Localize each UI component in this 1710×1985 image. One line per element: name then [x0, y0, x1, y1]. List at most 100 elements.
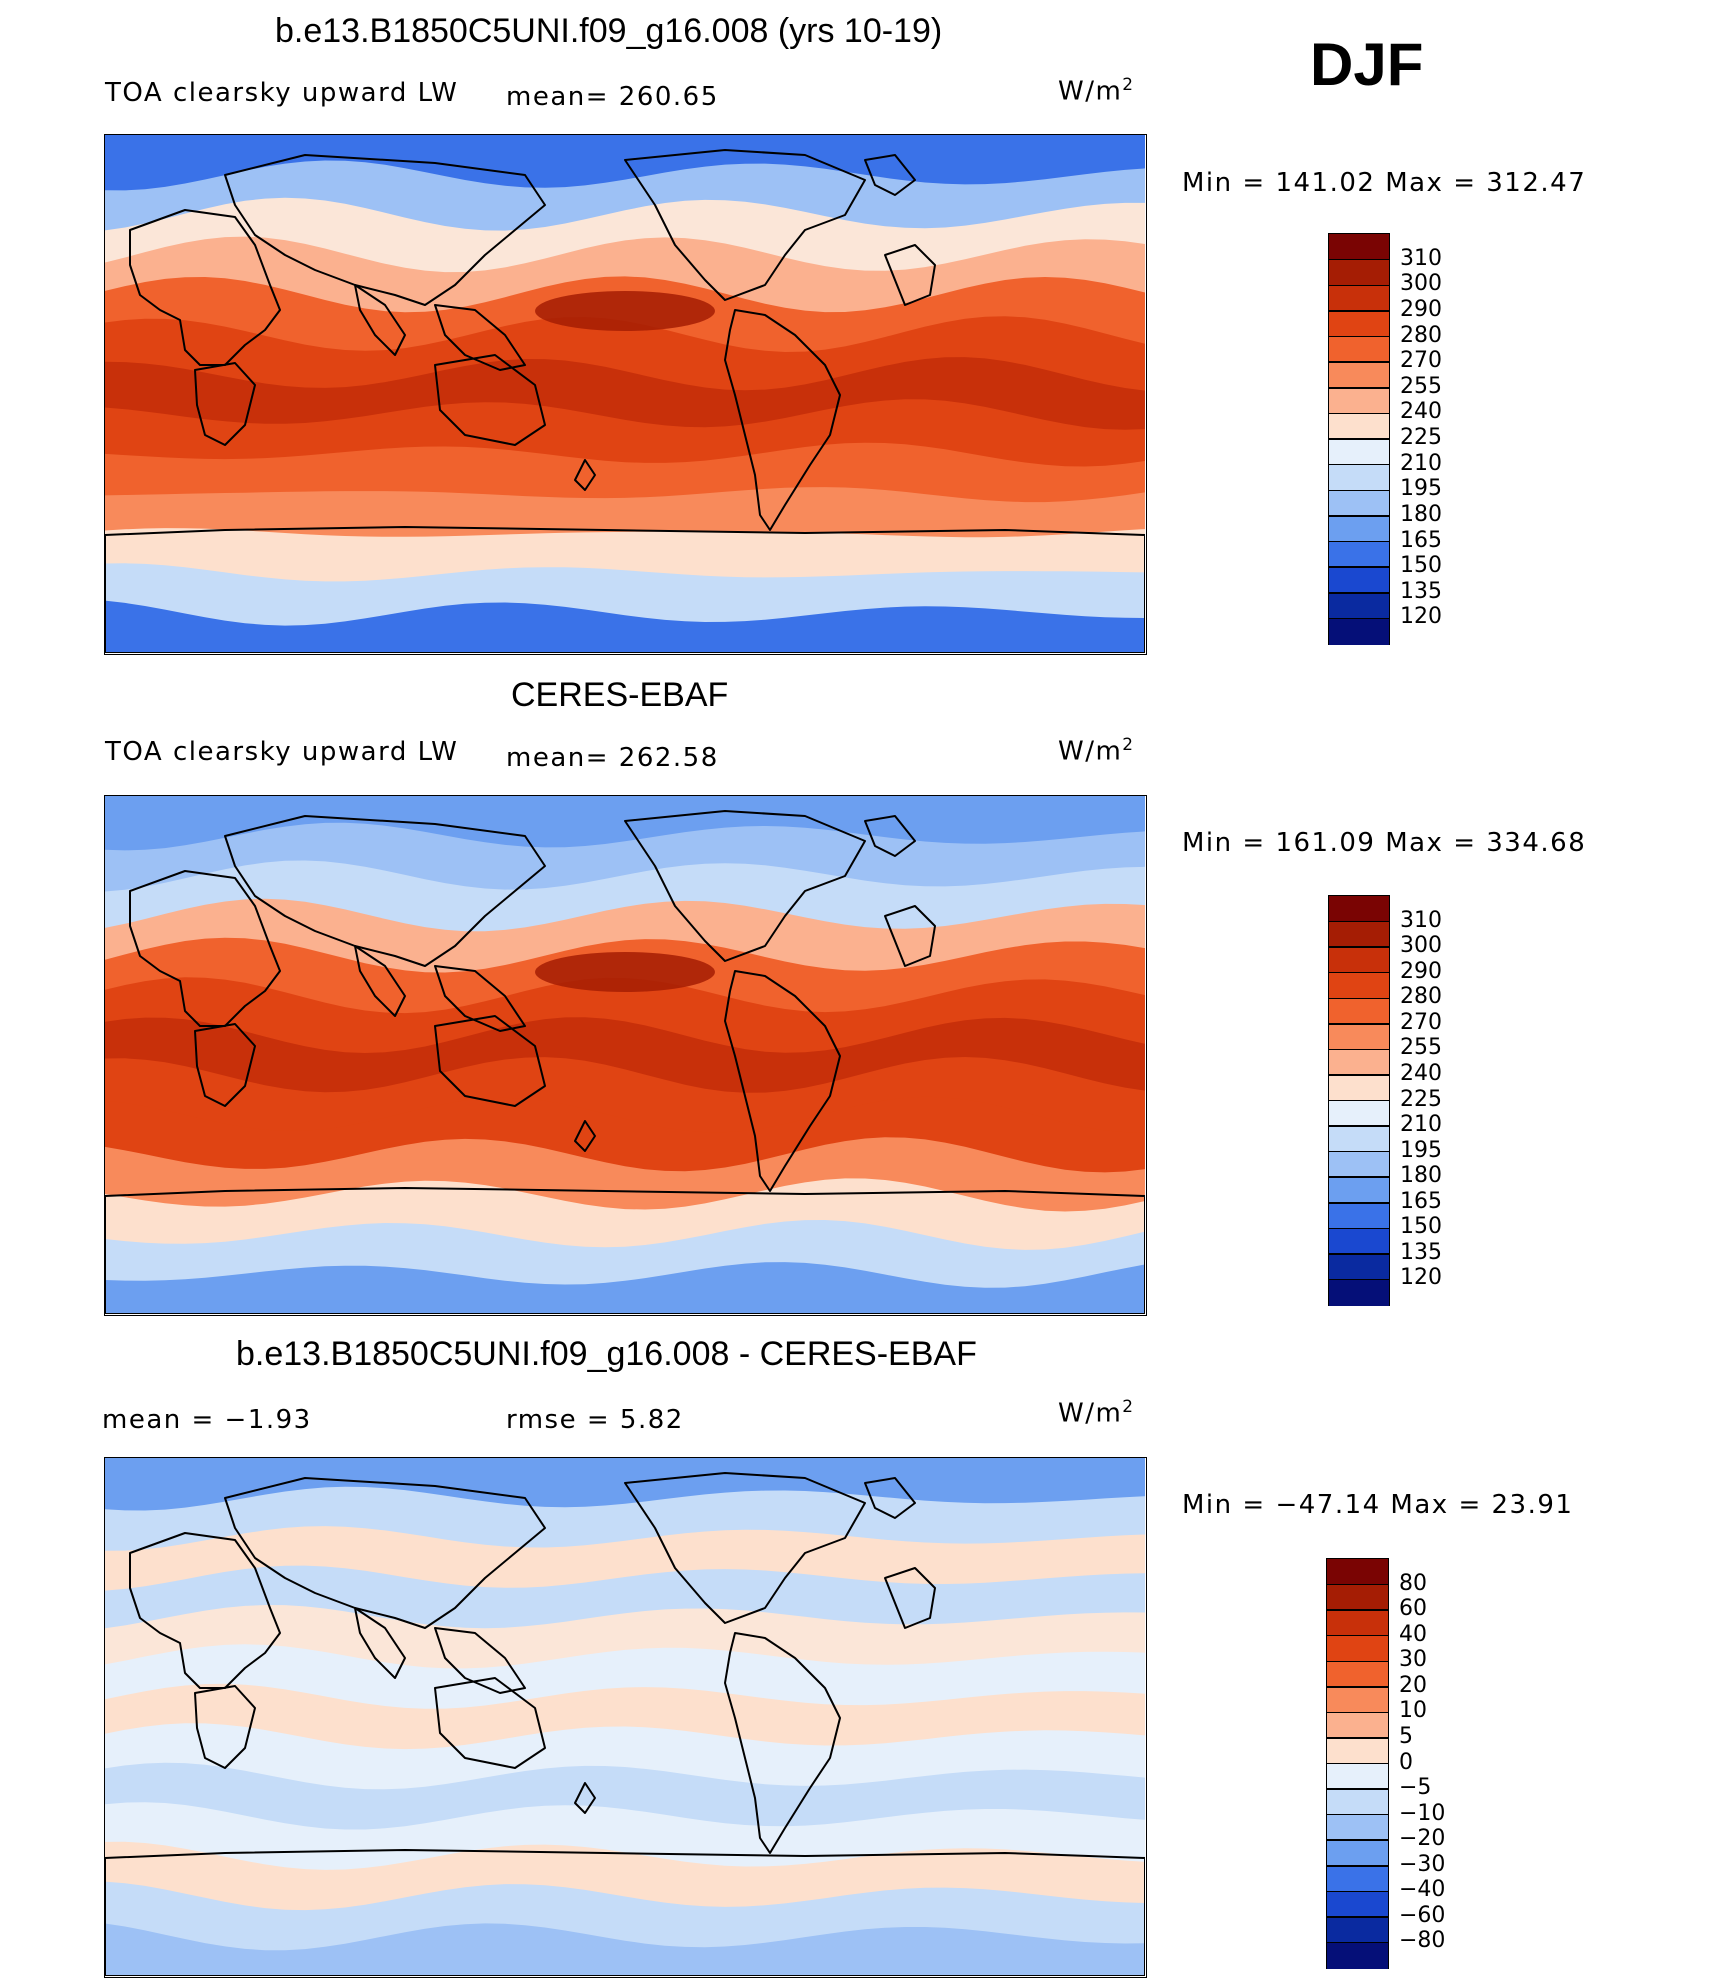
panel-1-variable: TOA clearsky upward LW: [105, 78, 459, 108]
colorbar-tick-label: 210: [1400, 1112, 1442, 1138]
colorbar-tick-label: 30: [1399, 1647, 1427, 1673]
panel-3-mean: mean = −1.93: [102, 1405, 312, 1435]
colorbar-tick-label: 10: [1399, 1698, 1427, 1724]
colorbar-swatch: [1327, 1661, 1388, 1688]
panel-1-minmax: Min = 141.02 Max = 312.47: [1182, 168, 1587, 198]
colorbar-tick-label: 300: [1400, 933, 1442, 959]
colorbar-swatch: [1327, 1891, 1388, 1918]
colorbar-tick-label: −10: [1399, 1800, 1446, 1826]
colorbar-swatch: [1329, 1177, 1389, 1204]
colorbar-swatch: [1327, 1559, 1388, 1586]
colorbar-tick-label: 280: [1400, 322, 1442, 348]
map-field-difference: [105, 1458, 1145, 1976]
colorbar-swatch: [1329, 1100, 1389, 1127]
colorbar-tick-label: 40: [1399, 1621, 1427, 1647]
colorbar-tick-label: 195: [1400, 476, 1442, 502]
colorbar-difference: [1326, 1558, 1389, 1969]
colorbar-swatch: [1329, 490, 1389, 517]
season-label: DJF: [1310, 31, 1424, 98]
colorbar-swatch: [1329, 387, 1389, 414]
colorbar-swatch: [1329, 541, 1389, 568]
colorbar-tick-label: 135: [1400, 1239, 1442, 1265]
colorbar-tick-label: −60: [1399, 1902, 1446, 1928]
colorbar-tick-label: 120: [1400, 604, 1442, 630]
colorbar-swatch: [1327, 1942, 1388, 1969]
colorbar-tick-label: 280: [1400, 984, 1442, 1010]
colorbar-swatch: [1329, 947, 1389, 974]
colorbar-tick-label: 225: [1400, 1086, 1442, 1112]
colorbar-swatch: [1329, 1279, 1389, 1306]
colorbar-swatch: [1327, 1763, 1388, 1790]
colorbar-tick-label: 135: [1400, 578, 1442, 604]
colorbar-swatch: [1329, 259, 1389, 286]
colorbar-tick-label: 290: [1400, 958, 1442, 984]
colorbar-swatch: [1329, 310, 1389, 337]
colorbar-swatch: [1327, 1686, 1388, 1713]
panel-1-title: b.e13.B1850C5UNI.f09_g16.008 (yrs 10-19): [275, 12, 943, 50]
colorbar-tick-label: −80: [1399, 1928, 1446, 1954]
colorbar-tick-label: 210: [1400, 450, 1442, 476]
map-field-model: [105, 135, 1145, 653]
colorbar-tick-label: 300: [1400, 271, 1442, 297]
colorbar-swatch: [1327, 1635, 1388, 1662]
colorbar-tick-label: 310: [1400, 245, 1442, 271]
colorbar-tick-label: 0: [1399, 1749, 1413, 1775]
colorbar-swatch: [1329, 1049, 1389, 1076]
colorbar-swatch: [1329, 921, 1389, 948]
panel-2-minmax: Min = 161.09 Max = 334.68: [1182, 828, 1587, 858]
colorbar-swatch: [1327, 1865, 1388, 1892]
colorbar-tick-label: 150: [1400, 1214, 1442, 1240]
panel-2-mean: mean= 262.58: [506, 743, 719, 773]
map-panel-model: [104, 134, 1147, 655]
panel-1-units: W/m2: [1058, 74, 1135, 107]
colorbar-swatch: [1329, 464, 1389, 491]
colorbar-tick-label: 310: [1400, 907, 1442, 933]
colorbar-tick-label: 120: [1400, 1265, 1442, 1291]
colorbar-swatch: [1329, 1126, 1389, 1153]
colorbar-swatch: [1329, 618, 1389, 645]
colorbar-swatch: [1327, 1916, 1388, 1943]
colorbar-tick-label: 255: [1400, 1035, 1442, 1061]
colorbar-swatch: [1329, 567, 1389, 594]
colorbar-swatch: [1329, 1151, 1389, 1178]
colorbar-model: [1328, 233, 1390, 645]
colorbar-tick-label: 20: [1399, 1672, 1427, 1698]
colorbar-tick-label: −40: [1399, 1877, 1446, 1903]
colorbar-swatch: [1327, 1610, 1388, 1637]
colorbar-swatch: [1329, 1253, 1389, 1280]
colorbar-swatch: [1327, 1737, 1388, 1764]
colorbar-tick-label: 240: [1400, 1060, 1442, 1086]
colorbar-tick-label: 180: [1400, 501, 1442, 527]
colorbar-swatch: [1329, 362, 1389, 389]
colorbar-swatch: [1327, 1840, 1388, 1867]
panel-3-units: W/m2: [1058, 1396, 1135, 1429]
colorbar-swatch: [1327, 1584, 1388, 1611]
colorbar-swatch: [1329, 1023, 1389, 1050]
colorbar-tick-label: 195: [1400, 1137, 1442, 1163]
colorbar-tick-label: 270: [1400, 348, 1442, 374]
colorbar-swatch: [1329, 998, 1389, 1025]
colorbar-tick-label: −30: [1399, 1851, 1446, 1877]
map-field-observation: [105, 796, 1145, 1314]
colorbar-swatch: [1329, 1202, 1389, 1229]
colorbar-tick-label: 240: [1400, 399, 1442, 425]
colorbar-swatch: [1329, 413, 1389, 440]
map-panel-difference: [104, 1457, 1147, 1978]
colorbar-tick-label: 290: [1400, 296, 1442, 322]
panel-2-variable: TOA clearsky upward LW: [105, 737, 459, 767]
colorbar-tick-label: −5: [1399, 1775, 1432, 1801]
colorbar-tick-label: 80: [1399, 1570, 1427, 1596]
colorbar-swatch: [1329, 1228, 1389, 1255]
colorbar-swatch: [1329, 336, 1389, 363]
panel-3-rmse: rmse = 5.82: [506, 1405, 684, 1435]
colorbar-swatch: [1329, 285, 1389, 312]
colorbar-swatch: [1327, 1789, 1388, 1816]
colorbar-tick-label: 60: [1399, 1596, 1427, 1622]
colorbar-swatch: [1327, 1814, 1388, 1841]
colorbar-tick-label: 165: [1400, 1188, 1442, 1214]
panel-1-mean: mean= 260.65: [506, 82, 719, 112]
panel-2-title: CERES-EBAF: [511, 676, 729, 714]
colorbar-tick-label: 270: [1400, 1009, 1442, 1035]
colorbar-swatch: [1329, 1074, 1389, 1101]
colorbar-swatch: [1329, 234, 1389, 261]
